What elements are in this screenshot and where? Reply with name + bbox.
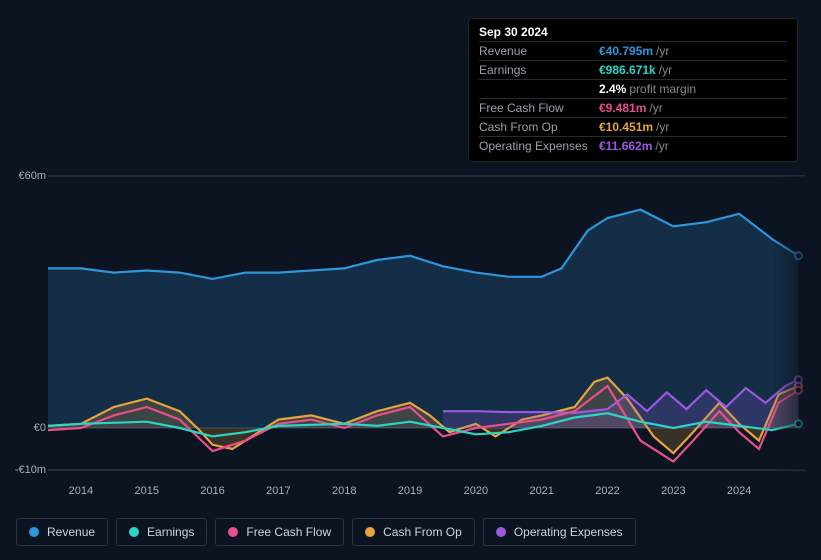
tooltip-row-value: €40.795m [599, 44, 653, 58]
x-axis-label: 2021 [529, 485, 553, 497]
legend-swatch [365, 527, 375, 537]
y-axis-label: €0 [34, 422, 46, 434]
legend-label: Cash From Op [383, 525, 462, 539]
tooltip-row: Operating Expenses€11.662m/yr [479, 136, 787, 155]
legend-label: Earnings [147, 525, 194, 539]
tooltip-row-unit: /yr [656, 44, 669, 58]
y-axis-label: €60m [18, 170, 46, 182]
x-axis-label: 2024 [727, 485, 751, 497]
tooltip-row: Cash From Op€10.451m/yr [479, 117, 787, 136]
tooltip-row-value: €10.451m [599, 120, 653, 134]
x-axis-label: 2019 [398, 485, 422, 497]
tooltip-row-unit: /yr [649, 101, 662, 115]
tooltip-row-unit: profit margin [629, 82, 696, 96]
tooltip-row: Free Cash Flow€9.481m/yr [479, 98, 787, 117]
tooltip-row-label: Revenue [479, 44, 599, 58]
legend-item-cash_from_op[interactable]: Cash From Op [352, 518, 475, 546]
tooltip-row-value: 2.4% [599, 82, 626, 96]
legend-item-operating_expenses[interactable]: Operating Expenses [483, 518, 636, 546]
x-axis-label: 2016 [200, 485, 224, 497]
tooltip-row-label: Earnings [479, 63, 599, 77]
tooltip-row: Earnings€986.671k/yr [479, 60, 787, 79]
tooltip-row-value: €11.662m [599, 139, 652, 153]
x-axis-label: 2017 [266, 485, 290, 497]
tooltip-row-unit: /yr [655, 139, 668, 153]
legend-item-free_cash_flow[interactable]: Free Cash Flow [215, 518, 344, 546]
legend-swatch [29, 527, 39, 537]
x-axis-label: 2023 [661, 485, 685, 497]
tooltip-row-label [479, 82, 599, 96]
tooltip-row-value: €9.481m [599, 101, 646, 115]
hover-tooltip: Sep 30 2024 Revenue€40.795m/yrEarnings€9… [468, 18, 798, 162]
x-axis-label: 2014 [69, 485, 93, 497]
x-axis-label: 2015 [134, 485, 158, 497]
x-axis-label: 2020 [464, 485, 488, 497]
legend-item-revenue[interactable]: Revenue [16, 518, 108, 546]
tooltip-row-label: Cash From Op [479, 120, 599, 134]
legend-swatch [228, 527, 238, 537]
chart-legend: Revenue Earnings Free Cash Flow Cash From O… [16, 518, 636, 546]
x-axis-label: 2022 [595, 485, 619, 497]
legend-item-earnings[interactable]: Earnings [116, 518, 207, 546]
tooltip-row-unit: /yr [656, 120, 669, 134]
tooltip-date: Sep 30 2024 [479, 25, 787, 41]
tooltip-row: Revenue€40.795m/yr [479, 41, 787, 60]
y-axis-label: -€10m [15, 464, 46, 476]
tooltip-row-label: Operating Expenses [479, 139, 599, 153]
legend-label: Operating Expenses [514, 525, 623, 539]
tooltip-row-value: €986.671k [599, 63, 656, 77]
legend-swatch [129, 527, 139, 537]
tooltip-row-unit: /yr [659, 63, 672, 77]
tooltip-row-label: Free Cash Flow [479, 101, 599, 115]
x-axis-label: 2018 [332, 485, 356, 497]
legend-label: Free Cash Flow [246, 525, 331, 539]
legend-label: Revenue [47, 525, 95, 539]
legend-swatch [496, 527, 506, 537]
tooltip-row: 2.4%profit margin [479, 79, 787, 98]
